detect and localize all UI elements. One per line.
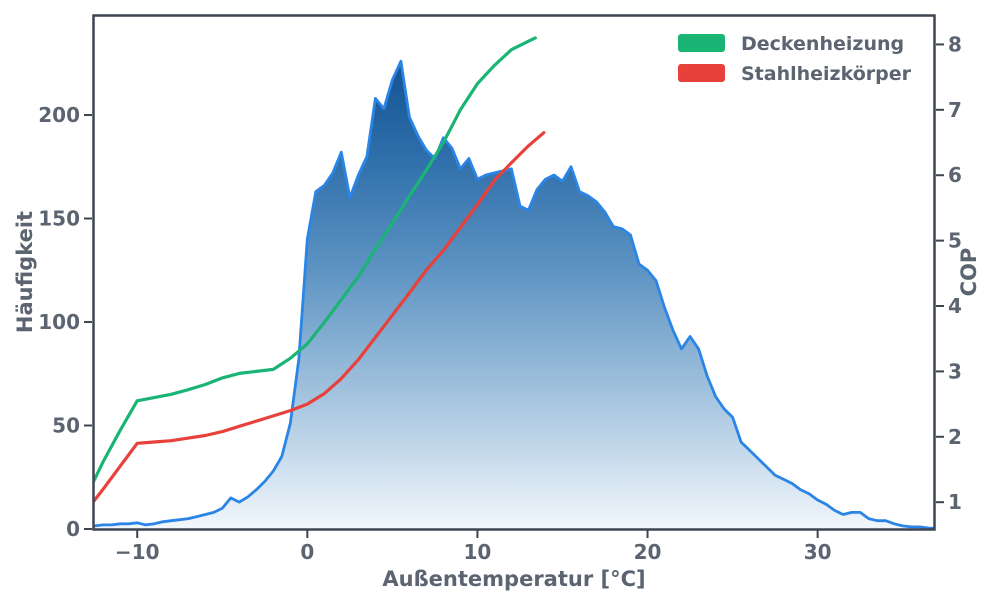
deckenheizung-line [93, 36, 537, 485]
right-y-axis-label: COP [957, 248, 981, 297]
x-tick-label: 30 [804, 540, 832, 564]
x-tick-label: 20 [634, 540, 662, 564]
right-y-tick-label: 7 [948, 98, 962, 122]
left-y-tick-label: 50 [52, 413, 80, 437]
plot-border [92, 14, 936, 531]
left-y-tick-label: 0 [66, 517, 80, 541]
x-axis-label: Außentemperatur [°C] [382, 567, 645, 591]
left-y-axis-label: Häufigkeit [13, 211, 37, 333]
histogram-outline [93, 59, 935, 530]
right-y-tick-label: 8 [948, 32, 962, 56]
stahlheizkoerper-line [93, 131, 546, 504]
right-y-tick-label: 6 [948, 163, 962, 187]
right-y-tick-label: 1 [948, 490, 962, 514]
right-y-tick-label: 5 [948, 229, 962, 253]
right-y-tick-label: 2 [948, 425, 962, 449]
x-tick-label: 10 [464, 540, 492, 564]
legend-swatch-stahlheizkoerper [678, 64, 725, 82]
left-y-axis-ticks: 0 50 100 150 200 [38, 103, 92, 541]
right-y-tick-label: 3 [948, 359, 962, 383]
legend: Deckenheizung Stahlheizkörper [678, 33, 912, 85]
legend-label-stahlheizkoerper: Stahlheizkörper [741, 63, 912, 85]
legend-label-deckenheizung: Deckenheizung [741, 33, 904, 55]
x-tick-label: −10 [115, 540, 160, 564]
right-y-tick-label: 4 [948, 294, 962, 318]
left-y-tick-label: 100 [38, 310, 80, 334]
legend-swatch-deckenheizung [678, 34, 725, 52]
histogram-area [93, 61, 935, 529]
x-axis-ticks: −10 0 10 20 30 [115, 530, 832, 564]
left-y-tick-label: 200 [38, 103, 80, 127]
x-tick-label: 0 [300, 540, 314, 564]
right-y-axis-ticks: 1 2 3 4 5 6 7 8 [936, 32, 962, 514]
left-y-tick-label: 150 [38, 206, 80, 230]
